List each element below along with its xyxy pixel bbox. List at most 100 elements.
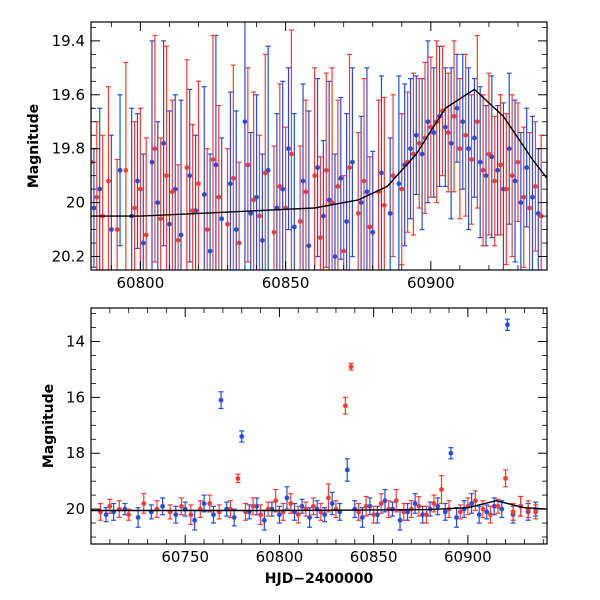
bottom-data-point [107, 503, 113, 509]
bottom-data-point [310, 503, 316, 509]
top-data-point [329, 200, 335, 206]
bottom-data-point [307, 515, 312, 520]
bottom-data-point [103, 512, 109, 518]
bottom-data-point [258, 512, 263, 518]
bottom-data-point [239, 434, 245, 439]
bottom-data-point [401, 509, 407, 515]
top-data-point [251, 197, 257, 203]
bottom-data-point [201, 501, 207, 506]
top-data-point [370, 229, 376, 235]
top-data-point [286, 146, 291, 152]
top-data-point [323, 167, 329, 173]
top-data-point [117, 167, 123, 173]
top-data-point [469, 157, 474, 162]
top-data-point [457, 146, 463, 152]
top-data-point [454, 105, 460, 111]
top-data-point [425, 119, 431, 125]
top-data-point [225, 221, 230, 227]
bottom-data-point [495, 503, 501, 509]
bottom-data-point [342, 403, 348, 409]
top-plot-frame [90, 21, 548, 271]
bottom-data-point [371, 512, 377, 518]
top-data-point [236, 240, 242, 246]
top-data-point [108, 227, 114, 232]
top-data-point [518, 200, 524, 206]
top-data-point [332, 254, 338, 259]
bottom-data-point [505, 322, 510, 328]
bottom-data-point [503, 475, 508, 481]
bottom-data-point [367, 503, 373, 509]
top-data-point [530, 194, 535, 200]
bottom-data-point [344, 467, 350, 473]
top-axis-ticks: 60800 60850 60900 19.4 19.6 19.8 20 20.2 [52, 22, 548, 292]
bottom-data-point [397, 517, 403, 523]
bottom-data-point [435, 503, 441, 509]
top-data-point [448, 140, 454, 146]
top-data-point [164, 173, 169, 179]
bottom-data-point [211, 512, 216, 518]
top-y-tick-label: 19.6 [52, 86, 85, 104]
top-data-point [355, 210, 361, 216]
bottom-data-point [442, 509, 448, 515]
top-data-point [216, 194, 222, 200]
top-data-point [515, 159, 521, 165]
top-data-point [178, 232, 184, 238]
bottom-data-point [231, 515, 237, 520]
top-data-point [486, 151, 492, 157]
top-data-point [149, 159, 155, 165]
bottom-data-point [510, 509, 516, 515]
top-data-point [367, 224, 373, 230]
top-data-point [431, 130, 437, 135]
top-data-point [155, 200, 161, 206]
bottom-data-point [476, 512, 482, 518]
top-x-tick-label: 60900 [407, 274, 455, 292]
bottom-data-point [326, 495, 331, 501]
top-data-point [175, 237, 181, 243]
bottom-data-point [192, 517, 198, 523]
top-data-point [538, 213, 544, 219]
top-y-tick-label: 19.8 [52, 140, 85, 158]
top-data-point [521, 194, 527, 200]
bottom-y-tick-label: 18 [66, 444, 85, 462]
bottom-data-point [457, 509, 463, 515]
top-data-point [262, 170, 268, 176]
top-data-point [390, 173, 396, 179]
top-data-point [114, 227, 120, 232]
top-data-point [210, 157, 216, 162]
top-data-point [245, 162, 251, 168]
top-data-point [527, 205, 532, 211]
bottom-data-point [480, 506, 486, 512]
bottom-data-point [160, 503, 166, 509]
top-data-point [184, 165, 190, 170]
bottom-y-tick-label: 16 [66, 388, 85, 406]
bottom-data-point [273, 498, 279, 504]
top-data-point [219, 216, 225, 222]
bottom-data-point [179, 503, 184, 509]
top-data-point [233, 227, 239, 232]
top-series-1 [91, 29, 544, 270]
top-y-axis-label: Magnitude [26, 104, 42, 188]
bottom-data-point [484, 509, 490, 515]
top-data-point [442, 124, 448, 130]
top-data-point [532, 184, 538, 189]
top-data-point [97, 186, 103, 192]
bottom-y-axis-label: Magnitude [41, 384, 57, 468]
top-data-point [413, 132, 419, 138]
bottom-x-tick-label: 60850 [350, 548, 398, 566]
top-data-point [303, 189, 309, 195]
top-data-point [358, 200, 364, 206]
bottom-data-point [288, 501, 294, 506]
bottom-data-point [235, 475, 241, 481]
top-data-point [347, 165, 352, 170]
top-data-point [143, 232, 149, 238]
top-data-point [451, 113, 457, 119]
bottom-data-point [416, 503, 422, 509]
bottom-data-point [378, 501, 384, 506]
bottom-data-point [469, 501, 475, 506]
top-data-point [460, 119, 466, 125]
top-data-point [344, 219, 349, 224]
top-data-point [201, 192, 207, 197]
bottom-data-point [218, 397, 224, 403]
top-data-point [257, 213, 262, 219]
